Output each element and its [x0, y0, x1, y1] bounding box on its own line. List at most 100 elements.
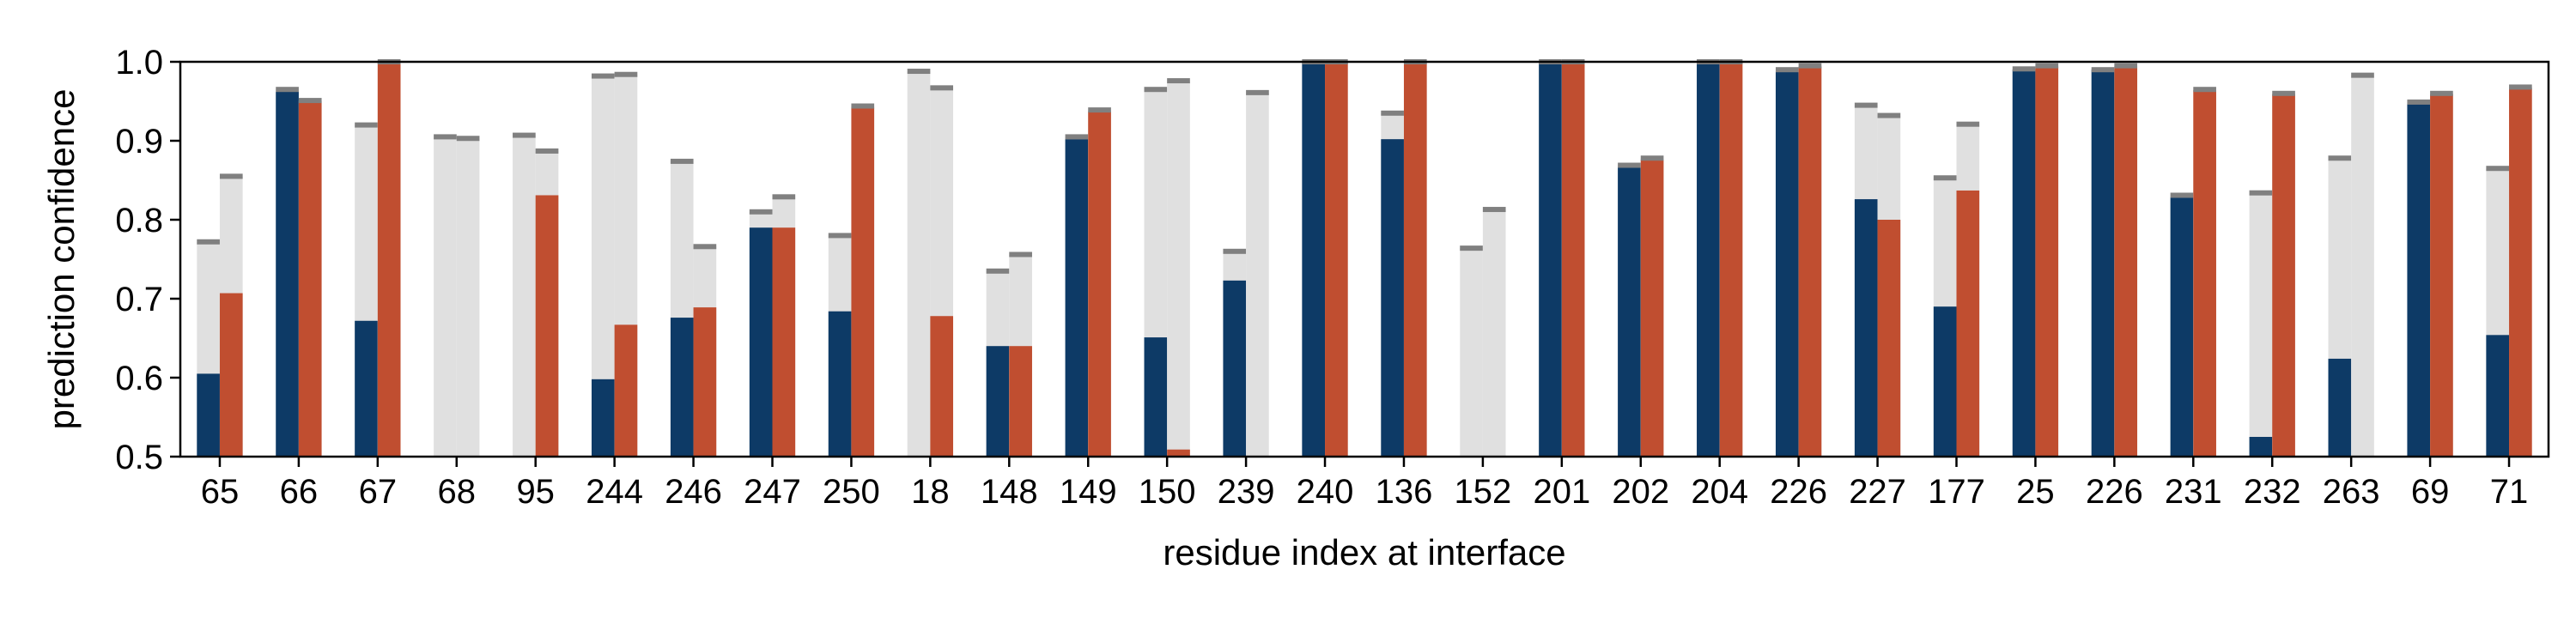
- x-tick-label: 18: [911, 473, 950, 511]
- bar-cap-series-1-26: [2249, 190, 2273, 196]
- bar-series-1-2: [355, 320, 378, 457]
- bar-cap-series-2-12: [1167, 78, 1190, 84]
- bar-series-2-12: [1167, 449, 1190, 457]
- bar-series-1-1: [276, 91, 299, 457]
- x-tick-label: 152: [1455, 473, 1512, 511]
- bar-cap-series-2-3: [456, 136, 480, 142]
- bar-background-series-1-9: [907, 71, 931, 457]
- bar-series-2-0: [219, 293, 243, 457]
- x-tick-label: 250: [823, 473, 880, 511]
- bar-series-1-0: [197, 373, 220, 457]
- x-tick-label: 240: [1297, 473, 1354, 511]
- y-tick-label: 0.8: [115, 202, 163, 239]
- bar-series-1-18: [1618, 167, 1641, 457]
- x-tick-label: 263: [2323, 473, 2380, 511]
- x-tick-label: 204: [1691, 473, 1748, 511]
- x-tick-label: 177: [1928, 473, 1985, 511]
- bar-cap-series-2-29: [2509, 84, 2532, 90]
- bar-cap-series-2-9: [930, 85, 954, 91]
- bar-series-1-5: [591, 379, 615, 457]
- bar-cap-series-2-7: [772, 194, 796, 200]
- bar-series-1-24: [2091, 70, 2115, 457]
- bar-series-2-6: [693, 307, 717, 457]
- bar-cap-series-2-18: [1640, 155, 1664, 161]
- bar-series-2-9: [930, 316, 954, 457]
- bar-cap-series-2-22: [1956, 121, 1980, 127]
- bar-cap-series-2-26: [2272, 90, 2295, 96]
- bar-cap-series-1-1: [276, 87, 299, 93]
- bar-cap-series-1-27: [2328, 155, 2352, 161]
- bar-series-2-4: [535, 195, 559, 457]
- bar-series-2-21: [1877, 220, 1901, 457]
- bar-series-1-13: [1223, 280, 1247, 457]
- bar-background-series-1-26: [2249, 192, 2273, 457]
- bar-cap-series-2-4: [535, 148, 559, 154]
- x-tick-label: 69: [2411, 473, 2450, 511]
- bar-series-2-25: [2193, 90, 2216, 457]
- bar-series-1-23: [2012, 70, 2036, 457]
- x-tick-label: 227: [1849, 473, 1906, 511]
- bar-series-2-19: [1719, 62, 1743, 457]
- bar-cap-series-2-8: [851, 103, 875, 109]
- bar-cap-series-1-25: [2170, 192, 2194, 198]
- bar-series-1-17: [1539, 62, 1562, 457]
- bar-series-1-27: [2328, 358, 2352, 457]
- bar-cap-series-1-9: [907, 69, 931, 75]
- x-tick-label: 226: [1770, 473, 1827, 511]
- bar-series-2-8: [851, 107, 875, 457]
- bar-cap-series-1-2: [355, 122, 378, 128]
- y-tick-label: 0.6: [115, 360, 163, 397]
- bar-series-2-29: [2509, 88, 2532, 457]
- bar-cap-series-1-3: [434, 134, 457, 140]
- x-tick-label: 136: [1376, 473, 1433, 511]
- x-tick-label: 148: [981, 473, 1038, 511]
- bar-cap-series-1-16: [1460, 245, 1483, 251]
- bar-background-series-1-16: [1460, 248, 1483, 457]
- bar-cap-series-2-0: [219, 173, 243, 179]
- bar-cap-series-1-7: [749, 209, 773, 215]
- x-axis: 65 66 67 68 95 244 246 247 250 18 148 149 150 239 240 1…: [201, 457, 2528, 511]
- x-tick-label: 226: [2086, 473, 2143, 511]
- x-tick-label: 150: [1139, 473, 1196, 511]
- y-tick-label: 0.7: [115, 281, 163, 318]
- bar-series-2-11: [1088, 111, 1111, 457]
- bar-cap-series-1-5: [591, 73, 615, 79]
- bar-series-2-26: [2272, 94, 2295, 457]
- bar-cap-series-2-27: [2351, 72, 2374, 78]
- bar-series-1-25: [2170, 197, 2194, 457]
- bar-series-2-7: [772, 227, 796, 457]
- bar-background-series-2-16: [1482, 209, 1506, 457]
- bar-cap-series-1-24: [2091, 67, 2115, 73]
- bar-cap-series-1-6: [670, 158, 694, 164]
- bar-series-1-28: [2407, 103, 2431, 457]
- bar-series-1-7: [749, 227, 773, 457]
- bar-series-2-10: [1009, 346, 1032, 457]
- bar-series-1-29: [2486, 335, 2510, 457]
- bar-series-1-20: [1775, 71, 1799, 457]
- x-tick-label: 232: [2244, 473, 2301, 511]
- plot-frame: [179, 60, 2550, 458]
- bar-cap-series-1-4: [513, 132, 536, 138]
- bar-cap-series-2-24: [2114, 63, 2138, 69]
- bar-background-series-2-13: [1246, 92, 1269, 457]
- bar-cap-series-2-1: [298, 98, 322, 104]
- bar-series-1-26: [2249, 437, 2273, 457]
- bars-layer: [197, 59, 2532, 457]
- bar-cap-series-1-11: [1065, 134, 1089, 140]
- x-tick-label: 202: [1612, 473, 1669, 511]
- bar-cap-series-1-20: [1775, 67, 1799, 73]
- x-tick-label: 67: [359, 473, 398, 511]
- bar-cap-series-2-11: [1088, 107, 1111, 113]
- y-tick-label: 0.9: [115, 123, 163, 161]
- bar-series-2-23: [2035, 66, 2059, 457]
- x-axis-title: residue index at interface: [1163, 532, 1565, 573]
- bar-cap-series-1-22: [1933, 175, 1957, 181]
- bar-cap-series-2-5: [614, 71, 638, 77]
- bar-background-series-2-12: [1167, 81, 1190, 457]
- y-tick-label: 0.5: [115, 439, 163, 476]
- y-axis-title: prediction confidence: [41, 89, 82, 430]
- bar-series-1-15: [1381, 139, 1404, 457]
- bar-cap-series-2-6: [693, 244, 717, 250]
- x-tick-label: 244: [586, 473, 643, 511]
- bar-series-1-11: [1065, 139, 1089, 457]
